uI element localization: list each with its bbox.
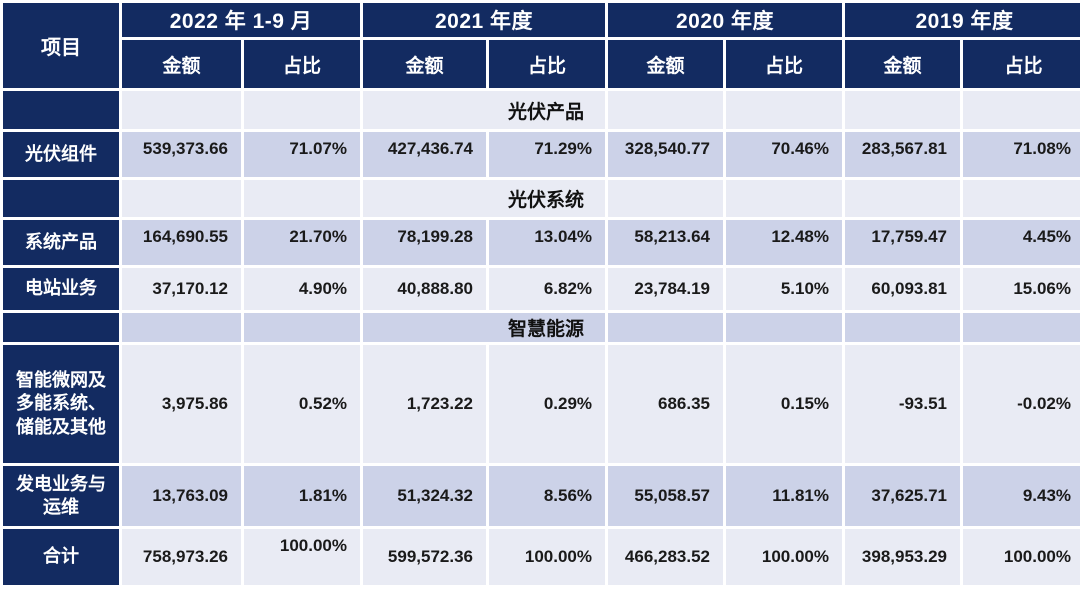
ratio-cell: 70.46%: [726, 132, 843, 177]
ratio-cell: 100.00%: [244, 529, 361, 585]
ratio-cell: 0.52%: [244, 345, 361, 463]
ratio-cell: 1.81%: [244, 466, 361, 526]
column-header-ratio: 占比: [726, 40, 843, 88]
table-row-pv-module: 光伏组件 539,373.66 71.07% 427,436.74 71.29%…: [3, 132, 1080, 177]
amount-cell: 37,170.12: [122, 268, 241, 310]
row-label: 电站业务: [3, 268, 119, 310]
ratio-cell: -0.02%: [963, 345, 1080, 463]
table-row-station-biz: 电站业务 37,170.12 4.90% 40,888.80 6.82% 23,…: [3, 268, 1080, 310]
ratio-cell: 12.48%: [726, 220, 843, 265]
amount-cell: 1,723.22: [363, 345, 487, 463]
amount-cell: 758,973.26: [122, 529, 241, 585]
ratio-cell: 4.90%: [244, 268, 361, 310]
amount-cell: 51,324.32: [363, 466, 487, 526]
column-header-period-2021: 2021 年度: [363, 3, 606, 37]
column-header-amount: 金额: [845, 40, 961, 88]
row-label: 光伏组件: [3, 132, 119, 177]
section-row-stub: [3, 91, 119, 129]
amount-cell: 164,690.55: [122, 220, 241, 265]
column-header-amount: 金额: [363, 40, 487, 88]
amount-cell: 283,567.81: [845, 132, 961, 177]
table-row-sys-product: 系统产品 164,690.55 21.70% 78,199.28 13.04% …: [3, 220, 1080, 265]
column-header-period-2022: 2022 年 1-9 月: [122, 3, 361, 37]
amount-cell: 58,213.64: [608, 220, 724, 265]
table-row-total: 合计 758,973.26 100.00% 599,572.36 100.00%…: [3, 529, 1080, 585]
section-row-stub: [3, 313, 119, 342]
ratio-cell: 13.04%: [489, 220, 606, 265]
column-header-item: 项目: [3, 3, 119, 88]
column-header-amount: 金额: [608, 40, 724, 88]
amount-cell: 55,058.57: [608, 466, 724, 526]
amount-cell: 40,888.80: [363, 268, 487, 310]
amount-cell: 3,975.86: [122, 345, 241, 463]
ratio-cell: 0.29%: [489, 345, 606, 463]
row-label: 发电业务与运维: [3, 466, 119, 526]
amount-cell: 599,572.36: [363, 529, 487, 585]
column-header-ratio: 占比: [244, 40, 361, 88]
amount-cell: 686.35: [608, 345, 724, 463]
ratio-cell: 71.29%: [489, 132, 606, 177]
column-header-amount: 金额: [122, 40, 241, 88]
ratio-cell: 100.00%: [489, 529, 606, 585]
table-row-power-om: 发电业务与运维 13,763.09 1.81% 51,324.32 8.56% …: [3, 466, 1080, 526]
amount-cell: 328,540.77: [608, 132, 724, 177]
ratio-cell: 15.06%: [963, 268, 1080, 310]
ratio-cell: 9.43%: [963, 466, 1080, 526]
ratio-cell: 5.10%: [726, 268, 843, 310]
row-label: 系统产品: [3, 220, 119, 265]
amount-cell: 398,953.29: [845, 529, 961, 585]
section-row-smart-energy: 智慧能源: [3, 313, 1080, 342]
amount-cell: 78,199.28: [363, 220, 487, 265]
column-header-ratio: 占比: [489, 40, 606, 88]
ratio-cell: 21.70%: [244, 220, 361, 265]
amount-cell: 13,763.09: [122, 466, 241, 526]
ratio-cell: 100.00%: [726, 529, 843, 585]
section-row-stub: [3, 180, 119, 217]
amount-cell: 60,093.81: [845, 268, 961, 310]
amount-cell: 466,283.52: [608, 529, 724, 585]
ratio-cell: 4.45%: [963, 220, 1080, 265]
section-row-pv-system: 光伏系统: [3, 180, 1080, 217]
section-row-pv-product: 光伏产品: [3, 91, 1080, 129]
ratio-cell: 100.00%: [963, 529, 1080, 585]
ratio-cell: 71.08%: [963, 132, 1080, 177]
table-row-microgrid: 智能微网及多能系统、储能及其他 3,975.86 0.52% 1,723.22 …: [3, 345, 1080, 463]
row-label: 合计: [3, 529, 119, 585]
ratio-cell: 71.07%: [244, 132, 361, 177]
section-label-pv-product: 光伏产品: [363, 91, 606, 129]
amount-cell: 23,784.19: [608, 268, 724, 310]
table-header-row-periods: 项目 2022 年 1-9 月 2021 年度 2020 年度 2019 年度: [3, 3, 1080, 88]
ratio-cell: 11.81%: [726, 466, 843, 526]
section-label-pv-system: 光伏系统: [363, 180, 606, 217]
amount-cell: 539,373.66: [122, 132, 241, 177]
ratio-cell: 6.82%: [489, 268, 606, 310]
amount-cell: -93.51: [845, 345, 961, 463]
amount-cell: 427,436.74: [363, 132, 487, 177]
table-header-row-measures: 金额 占比 金额 占比 金额 占比 金额 占比: [3, 40, 1080, 88]
row-label: 智能微网及多能系统、储能及其他: [3, 345, 119, 463]
amount-cell: 17,759.47: [845, 220, 961, 265]
section-label-smart-energy: 智慧能源: [363, 313, 606, 342]
ratio-cell: 8.56%: [489, 466, 606, 526]
ratio-cell: 0.15%: [726, 345, 843, 463]
amount-cell: 37,625.71: [845, 466, 961, 526]
column-header-period-2019: 2019 年度: [845, 3, 1080, 37]
column-header-ratio: 占比: [963, 40, 1080, 88]
column-header-period-2020: 2020 年度: [608, 3, 843, 37]
